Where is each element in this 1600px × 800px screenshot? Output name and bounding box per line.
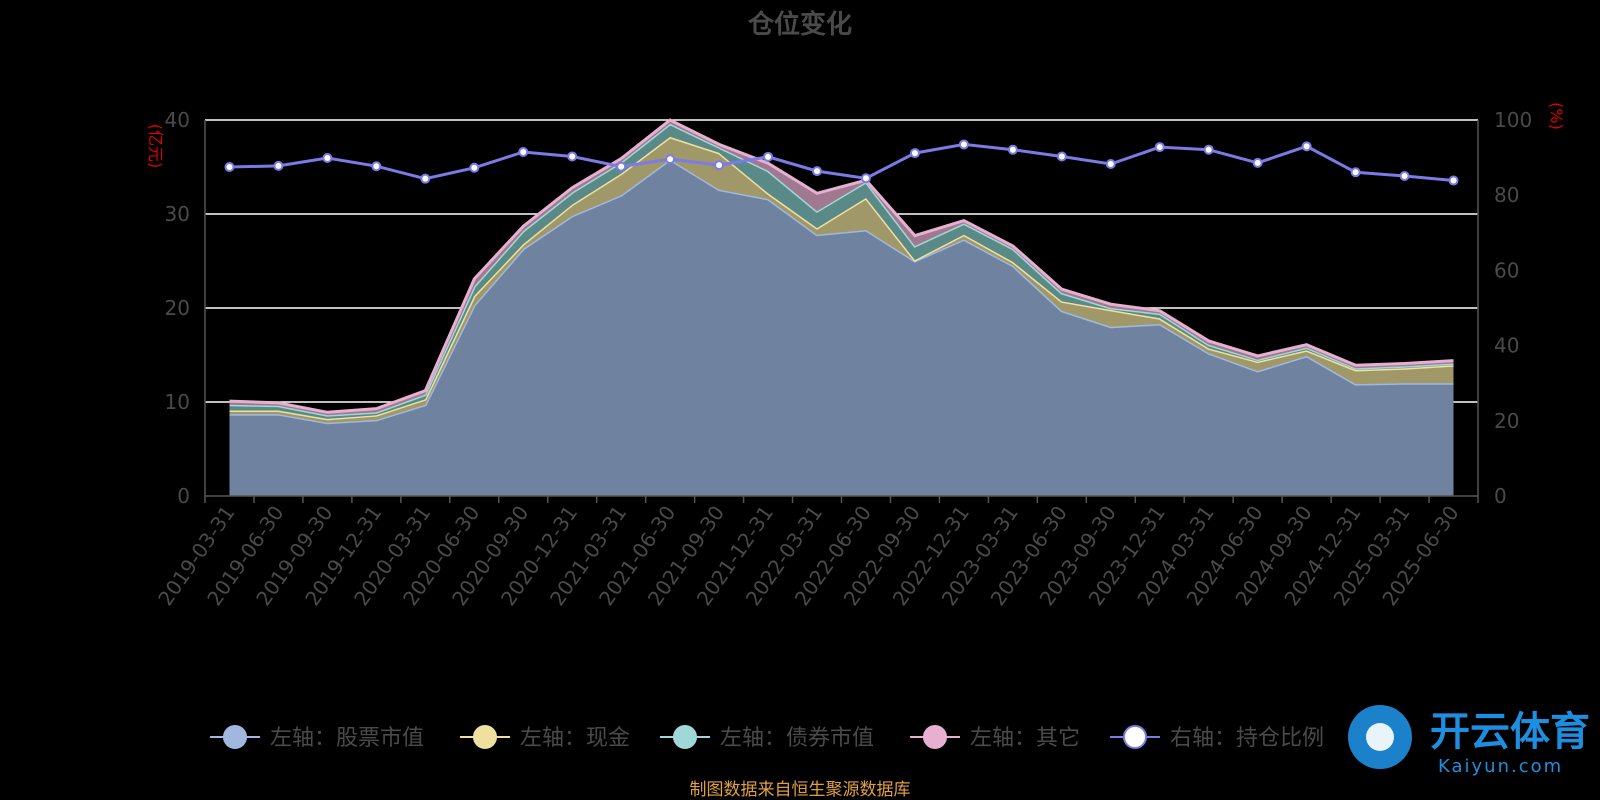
- legend-marker: [673, 725, 697, 749]
- ratio-point: [616, 161, 627, 172]
- holding-ratio-line: [224, 139, 1459, 186]
- left-tick-label: 0: [177, 484, 190, 508]
- watermark-subtitle: Kaiyun.com: [1438, 756, 1563, 777]
- right-axis-ticks: 0 20 40 60 80 100: [1494, 108, 1532, 508]
- ratio-point: [1105, 158, 1116, 169]
- watermark-title: 开云体育: [1430, 709, 1590, 755]
- ratio-point: [1007, 144, 1018, 155]
- right-tick-label: 40: [1494, 334, 1519, 358]
- ratio-point: [273, 160, 284, 171]
- ratio-point: [1154, 142, 1165, 153]
- stacked-areas: [229, 118, 1454, 496]
- left-axis-ticks: 0 10 20 30 40: [165, 108, 190, 508]
- legend-label: 左轴：现金: [520, 726, 630, 751]
- legend: 左轴：股票市值 左轴：现金 左轴：债券市值 左轴：其它 右轴：持仓比例: [210, 725, 1324, 751]
- area-1: [229, 159, 1454, 496]
- legend-label: 右轴：持仓比例: [1170, 726, 1324, 751]
- legend-label: 左轴：其它: [970, 726, 1080, 751]
- left-tick-label: 20: [165, 296, 190, 320]
- axes: [204, 120, 1479, 503]
- ratio-point: [1203, 144, 1214, 155]
- right-tick-label: 20: [1494, 409, 1519, 433]
- ratio-point: [567, 151, 578, 162]
- ratio-point: [714, 160, 725, 171]
- ratio-point: [371, 161, 382, 172]
- left-tick-label: 30: [165, 202, 190, 226]
- legend-label: 左轴：股票市值: [270, 726, 424, 751]
- ratio-point: [224, 162, 235, 172]
- ratio-point: [518, 146, 529, 157]
- ratio-point: [1252, 157, 1263, 168]
- ratio-point: [812, 166, 823, 177]
- right-tick-label: 60: [1494, 258, 1519, 282]
- left-axis-unit: (亿元): [146, 124, 165, 169]
- ratio-point: [1301, 141, 1312, 152]
- legend-marker: [1123, 725, 1147, 749]
- x-axis-ticks: 2019-03-312019-06-302019-09-302019-12-31…: [153, 501, 1463, 610]
- soccer-ball-center-icon: [1366, 723, 1394, 751]
- right-tick-label: 100: [1494, 108, 1532, 132]
- ratio-point: [1350, 167, 1361, 178]
- legend-label: 左轴：债券市值: [720, 726, 874, 751]
- ratio-point: [909, 148, 920, 159]
- ratio-point: [420, 173, 431, 184]
- chart-title: 仓位变化: [747, 9, 852, 40]
- ratio-point: [763, 151, 774, 162]
- ratio-point: [1056, 151, 1067, 162]
- right-axis-unit: (%): [1547, 102, 1566, 130]
- legend-marker: [473, 725, 497, 749]
- legend-marker: [923, 725, 947, 749]
- ratio-point: [1448, 175, 1459, 186]
- ratio-point: [958, 139, 969, 150]
- right-tick-label: 80: [1494, 183, 1519, 207]
- legend-marker: [223, 725, 247, 749]
- left-tick-label: 40: [165, 108, 190, 132]
- ratio-point: [469, 162, 480, 173]
- right-tick-label: 0: [1494, 484, 1507, 508]
- area-edge-4: [229, 118, 1454, 414]
- ratio-point: [322, 152, 333, 163]
- ratio-point: [860, 173, 871, 184]
- ratio-line: [229, 142, 1454, 182]
- ratio-point: [1399, 171, 1410, 182]
- watermark-logo: 开云体育 Kaiyun.com: [1348, 705, 1590, 777]
- source-note: 制图数据来自恒生聚源数据库: [690, 780, 911, 800]
- left-tick-label: 10: [165, 390, 190, 414]
- ratio-point: [665, 154, 676, 165]
